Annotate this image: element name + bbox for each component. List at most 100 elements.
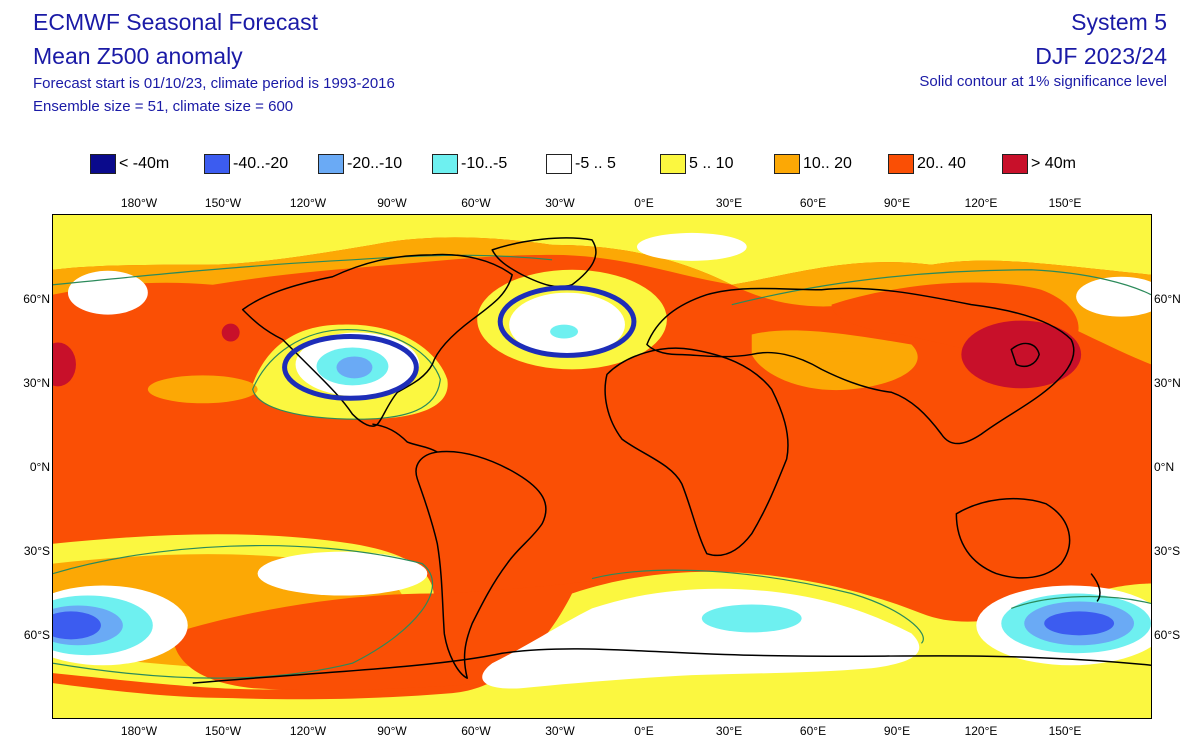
greenland-coast bbox=[491, 237, 597, 288]
legend-swatch bbox=[204, 154, 230, 174]
highlight-circle-usa bbox=[282, 334, 419, 401]
lon-tick-label: 30°E bbox=[715, 196, 743, 210]
legend-swatch bbox=[774, 154, 800, 174]
legend-swatch bbox=[432, 154, 458, 174]
lon-tick-label: 150°E bbox=[1048, 196, 1082, 210]
eurasia-coast bbox=[646, 287, 1075, 445]
chart-title: ECMWF Seasonal Forecast bbox=[33, 9, 319, 35]
legend-item: -10..-5 bbox=[432, 152, 507, 176]
lon-tick-label: 30°W bbox=[545, 724, 575, 738]
australia-coast bbox=[955, 498, 1071, 579]
legend-item: -5 .. 5 bbox=[546, 152, 616, 176]
lon-tick-label: 150°E bbox=[1048, 724, 1082, 738]
legend-label: -10..-5 bbox=[461, 155, 508, 172]
color-legend: < -40m -40..-20 -20..-10 -10..-5 -5 .. 5… bbox=[90, 152, 1120, 176]
anomaly-map bbox=[52, 214, 1152, 719]
central-america-coast bbox=[372, 423, 438, 453]
legend-swatch bbox=[888, 154, 914, 174]
lon-tick-label: 120°W bbox=[289, 196, 327, 210]
anomaly-region-usa-blue bbox=[336, 356, 373, 379]
lat-tick-label: 0°N bbox=[29, 460, 50, 474]
lon-tick-label: 180°W bbox=[120, 196, 158, 210]
period-label: DJF 2023/24 bbox=[1035, 43, 1167, 69]
legend-label: 5 .. 10 bbox=[689, 155, 734, 172]
anomaly-region-sw-blue bbox=[53, 611, 101, 640]
lon-tick-label: 0°E bbox=[634, 196, 654, 210]
anomaly-region-se-yellow bbox=[1041, 682, 1151, 718]
significance-note: Solid contour at 1% significance level bbox=[919, 73, 1167, 90]
significance-contour bbox=[252, 328, 441, 420]
latitude-axis-left: 60°N 30°N 0°N 30°S 60°S bbox=[2, 214, 50, 719]
lon-tick-label: 150°W bbox=[204, 724, 242, 738]
legend-label: 10.. 20 bbox=[803, 155, 852, 172]
anomaly-region-arctic-white bbox=[636, 232, 747, 261]
lon-tick-label: 60°E bbox=[799, 196, 827, 210]
lat-tick-label: 30°S bbox=[1154, 544, 1181, 558]
chart-subtitle: Mean Z500 anomaly bbox=[33, 43, 243, 69]
anomaly-region-atlantic-cyan bbox=[550, 324, 579, 339]
south-america-coast bbox=[415, 450, 547, 679]
lon-tick-label: 0°E bbox=[634, 724, 654, 738]
anomaly-region-north-orange bbox=[53, 237, 732, 295]
legend-item: > 40m bbox=[1002, 152, 1076, 176]
significance-contour bbox=[591, 569, 924, 644]
legend-label: 20.. 40 bbox=[917, 155, 966, 172]
lat-tick-label: 60°S bbox=[23, 628, 50, 642]
anomaly-region-se-blue bbox=[1044, 611, 1115, 636]
lat-tick-label: 60°S bbox=[1154, 628, 1181, 642]
lon-tick-label: 60°E bbox=[799, 724, 827, 738]
anomaly-region-arabia-orange bbox=[801, 351, 882, 388]
north-america-coast bbox=[241, 253, 513, 427]
lon-tick-label: 120°E bbox=[964, 724, 998, 738]
legend-swatch bbox=[318, 154, 344, 174]
significance-contour bbox=[731, 269, 1151, 306]
lon-tick-label: 30°E bbox=[715, 724, 743, 738]
anomaly-region-west-edge-darkred bbox=[53, 342, 76, 387]
significance-contour bbox=[53, 545, 434, 679]
anomaly-region-japan-darkred bbox=[961, 320, 1082, 389]
anomaly-region-atlantic-white bbox=[509, 292, 625, 357]
lon-tick-label: 90°W bbox=[377, 724, 407, 738]
legend-swatch bbox=[1002, 154, 1028, 174]
new-zealand-coast bbox=[1090, 573, 1101, 602]
latitude-axis-right: 60°N 30°N 0°N 30°S 60°S bbox=[1154, 214, 1200, 719]
legend-label: -20..-10 bbox=[347, 155, 403, 172]
forecast-info: Forecast start is 01/10/23, climate peri… bbox=[33, 75, 395, 92]
legend-swatch bbox=[546, 154, 572, 174]
lon-tick-label: 120°W bbox=[289, 724, 327, 738]
anomaly-region-asia-orange bbox=[731, 260, 1151, 365]
lat-tick-label: 30°N bbox=[23, 376, 50, 390]
legend-item: -20..-10 bbox=[318, 152, 402, 176]
ensemble-info: Ensemble size = 51, climate size = 600 bbox=[33, 98, 294, 115]
legend-label: -40..-20 bbox=[233, 155, 289, 172]
anomaly-region-southern-ocean-cyan bbox=[701, 604, 802, 633]
japan-coast bbox=[1010, 342, 1040, 368]
system-label: System 5 bbox=[1071, 9, 1167, 35]
legend-item: 5 .. 10 bbox=[660, 152, 733, 176]
legend-item: 10.. 20 bbox=[774, 152, 852, 176]
lon-tick-label: 180°W bbox=[120, 724, 158, 738]
significance-contour bbox=[53, 254, 553, 286]
lat-tick-label: 30°N bbox=[1154, 376, 1181, 390]
lat-tick-label: 0°N bbox=[1154, 460, 1175, 474]
longitude-axis-top: 180°W 150°W 120°W 90°W 60°W 30°W 0°E 30°… bbox=[52, 196, 1152, 212]
legend-swatch bbox=[90, 154, 116, 174]
legend-item: 20.. 40 bbox=[888, 152, 966, 176]
lat-tick-label: 30°S bbox=[23, 544, 50, 558]
lon-tick-label: 60°W bbox=[461, 724, 491, 738]
lon-tick-label: 150°W bbox=[204, 196, 242, 210]
legend-label: > 40m bbox=[1031, 155, 1076, 172]
highlight-circle-atlantic bbox=[497, 285, 637, 358]
anomaly-region-southern-ocean-white bbox=[482, 588, 920, 689]
anomaly-region-bering-white bbox=[67, 270, 148, 315]
anomaly-region-pacific-orange bbox=[147, 375, 258, 404]
lat-tick-label: 60°N bbox=[1154, 292, 1181, 306]
lon-tick-label: 90°E bbox=[883, 196, 911, 210]
legend-swatch bbox=[660, 154, 686, 174]
lon-tick-label: 30°W bbox=[545, 196, 575, 210]
significance-contours bbox=[53, 254, 1151, 679]
lon-tick-label: 60°W bbox=[461, 196, 491, 210]
lat-tick-label: 60°N bbox=[23, 292, 50, 306]
africa-coast bbox=[604, 347, 789, 557]
anomaly-region-pacific-darkred bbox=[221, 323, 240, 342]
